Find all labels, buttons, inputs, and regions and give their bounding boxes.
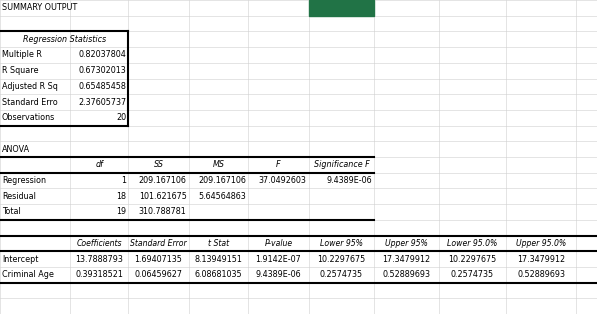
Text: Lower 95.0%: Lower 95.0% xyxy=(447,239,498,248)
Text: Total: Total xyxy=(2,208,21,216)
Text: 19: 19 xyxy=(116,208,127,216)
Text: Residual: Residual xyxy=(2,192,36,201)
Text: 1.9142E-07: 1.9142E-07 xyxy=(256,255,301,263)
Text: 9.4389E-06: 9.4389E-06 xyxy=(327,176,373,185)
Text: Multiple R: Multiple R xyxy=(2,51,42,59)
Text: P-value: P-value xyxy=(264,239,293,248)
Text: t Stat: t Stat xyxy=(208,239,229,248)
Text: 0.65485458: 0.65485458 xyxy=(78,82,127,91)
Text: Upper 95.0%: Upper 95.0% xyxy=(516,239,567,248)
Text: 10.2297675: 10.2297675 xyxy=(448,255,497,263)
Text: 13.7888793: 13.7888793 xyxy=(75,255,124,263)
Text: 209.167106: 209.167106 xyxy=(139,176,187,185)
Text: Lower 95%: Lower 95% xyxy=(320,239,363,248)
Text: Coefficients: Coefficients xyxy=(76,239,122,248)
Text: 5.64564863: 5.64564863 xyxy=(199,192,247,201)
Text: 18: 18 xyxy=(116,192,127,201)
Text: 209.167106: 209.167106 xyxy=(198,176,247,185)
Text: Standard Erro: Standard Erro xyxy=(2,98,58,106)
Text: 0.39318521: 0.39318521 xyxy=(75,270,124,279)
Text: SUMMARY OUTPUT: SUMMARY OUTPUT xyxy=(2,3,77,12)
Text: 9.4389E-06: 9.4389E-06 xyxy=(256,270,301,279)
Text: Standard Error: Standard Error xyxy=(130,239,187,248)
Text: R Square: R Square xyxy=(2,66,38,75)
Text: 1.69407135: 1.69407135 xyxy=(134,255,183,263)
Text: 10.2297675: 10.2297675 xyxy=(318,255,365,263)
Text: 0.2574735: 0.2574735 xyxy=(451,270,494,279)
Text: Intercept: Intercept xyxy=(2,255,38,263)
Text: 0.06459627: 0.06459627 xyxy=(134,270,183,279)
Text: 8.13949151: 8.13949151 xyxy=(195,255,242,263)
Text: F: F xyxy=(276,160,281,169)
Text: 0.52889693: 0.52889693 xyxy=(383,270,430,279)
Text: 17.3479912: 17.3479912 xyxy=(517,255,565,263)
Text: 101.621675: 101.621675 xyxy=(139,192,187,201)
Text: 37.0492603: 37.0492603 xyxy=(259,176,307,185)
Text: ANOVA: ANOVA xyxy=(2,145,30,154)
Text: Significance F: Significance F xyxy=(313,160,370,169)
Text: Criminal Age: Criminal Age xyxy=(2,270,54,279)
Text: 6.08681035: 6.08681035 xyxy=(195,270,242,279)
Bar xyxy=(309,0,374,16)
Text: 0.52889693: 0.52889693 xyxy=(517,270,565,279)
Text: 2.37605737: 2.37605737 xyxy=(78,98,127,106)
Text: MS: MS xyxy=(213,160,224,169)
Text: 310.788781: 310.788781 xyxy=(139,208,187,216)
Text: 17.3479912: 17.3479912 xyxy=(383,255,430,263)
Text: 0.67302013: 0.67302013 xyxy=(79,66,127,75)
Text: Upper 95%: Upper 95% xyxy=(385,239,428,248)
Text: Regression: Regression xyxy=(2,176,46,185)
Text: 0.82037804: 0.82037804 xyxy=(79,51,127,59)
Text: SS: SS xyxy=(153,160,164,169)
Text: df: df xyxy=(96,160,103,169)
Text: Adjusted R Sq: Adjusted R Sq xyxy=(2,82,58,91)
Text: Regression Statistics: Regression Statistics xyxy=(23,35,106,44)
Text: 1: 1 xyxy=(121,176,127,185)
Text: 0.2574735: 0.2574735 xyxy=(320,270,363,279)
Text: Observations: Observations xyxy=(2,113,56,122)
Text: 20: 20 xyxy=(116,113,127,122)
